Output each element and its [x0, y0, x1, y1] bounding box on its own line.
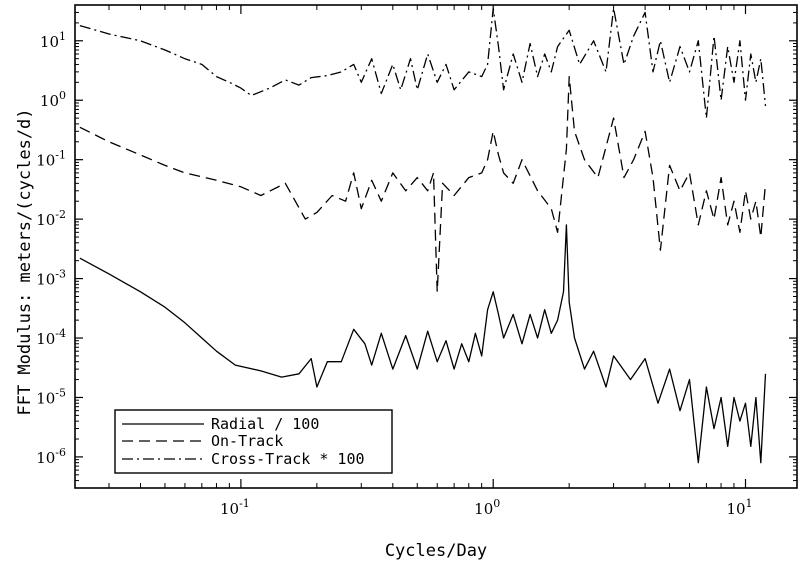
y-axis-label: FFT Modulus: meters/(cycles/d) [15, 108, 35, 415]
x-tick-exponent: 0 [493, 497, 500, 510]
legend-label-on-track: On-Track [211, 432, 283, 450]
y-tick-base: 10 [36, 389, 55, 407]
y-tick-base: 10 [36, 449, 55, 467]
x-tick-exponent: 1 [746, 497, 753, 510]
y-tick-label: 10-5 [36, 386, 66, 407]
x-tick-base: 10 [474, 500, 493, 518]
series-line-on-track [79, 75, 767, 293]
y-tick-label: 10-4 [36, 327, 66, 348]
y-tick-label: 100 [40, 89, 66, 110]
x-tick-label: 100 [474, 497, 500, 518]
y-tick-exponent: -4 [55, 327, 66, 340]
legend: Radial / 100 On-Track Cross-Track * 100 [114, 409, 393, 474]
x-tick-label: 10-1 [220, 497, 250, 518]
x-axis-label: Cycles/Day [385, 541, 487, 561]
y-tick-label: 10-1 [36, 149, 66, 170]
y-tick-label: 10-6 [36, 446, 66, 467]
y-tick-base: 10 [36, 211, 55, 229]
series-layer [79, 7, 767, 464]
x-axis-ticks: 10-1 100 101 [108, 5, 753, 518]
x-tick-base: 10 [220, 500, 239, 518]
y-tick-exponent: -2 [55, 208, 66, 221]
x-tick-base: 10 [726, 500, 745, 518]
y-tick-base: 10 [40, 92, 59, 110]
y-tick-base: 10 [36, 152, 55, 170]
y-tick-exponent: -3 [55, 268, 66, 281]
x-tick-exponent: -1 [239, 497, 250, 510]
y-tick-base: 10 [40, 33, 59, 51]
legend-label-radial: Radial / 100 [211, 415, 319, 433]
y-tick-exponent: 0 [59, 89, 66, 102]
y-tick-label: 10-2 [36, 208, 66, 229]
plot-frame [74, 4, 798, 489]
series-line-cross-track-100 [79, 7, 767, 119]
y-tick-exponent: -1 [55, 149, 66, 162]
y-tick-label: 10-3 [36, 268, 66, 289]
x-tick-label: 101 [726, 497, 752, 518]
y-tick-exponent: -5 [55, 386, 66, 399]
legend-label-cross-track: Cross-Track * 100 [211, 450, 365, 468]
y-tick-label: 101 [40, 30, 66, 51]
y-tick-base: 10 [36, 271, 55, 289]
y-tick-base: 10 [36, 330, 55, 348]
y-tick-exponent: -6 [55, 446, 66, 459]
series-line-radial-100 [79, 224, 767, 464]
y-tick-exponent: 1 [59, 30, 66, 43]
